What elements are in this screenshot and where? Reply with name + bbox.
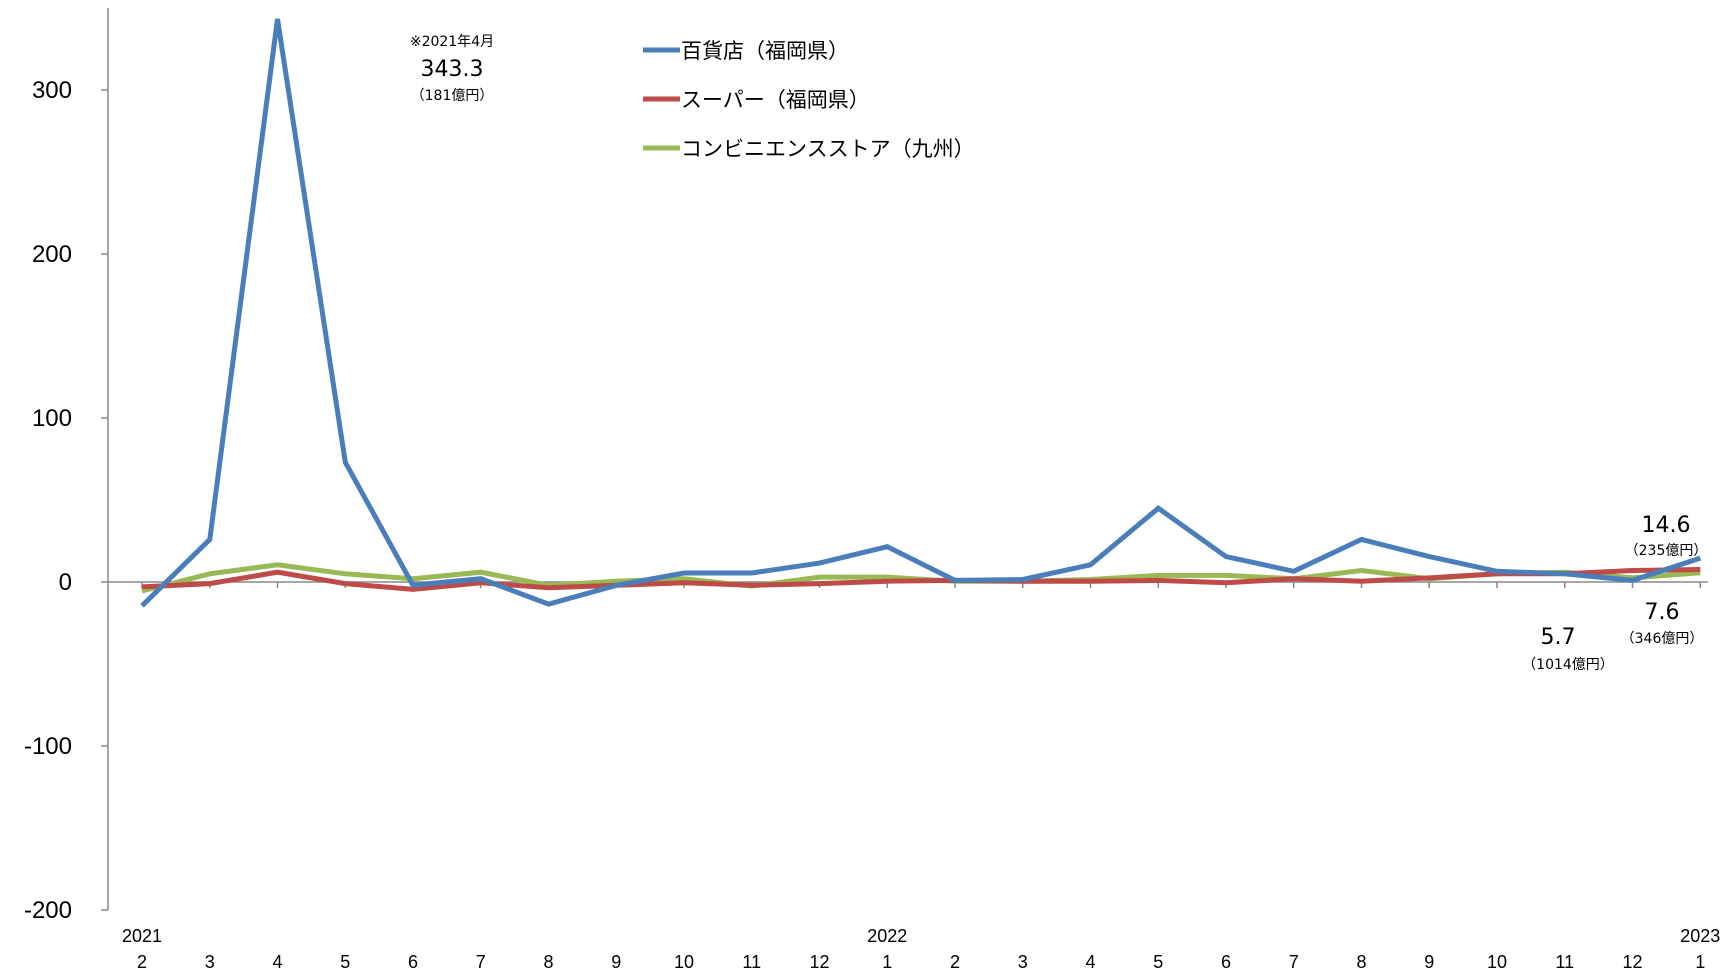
x-tick-label: 6 xyxy=(1221,952,1231,972)
annotation-amount: （181億円） xyxy=(411,88,494,104)
legend-label: 百貨店（福岡県） xyxy=(681,39,849,63)
y-tick-label: 0 xyxy=(59,569,72,596)
x-tick-label: 11 xyxy=(742,952,761,972)
x-tick-label: 12 xyxy=(809,952,829,972)
series-lines xyxy=(140,18,1702,608)
annotation-value: 343.3 xyxy=(421,57,484,82)
legend-label: スーパー（福岡県） xyxy=(681,88,870,112)
y-tick-label: 300 xyxy=(32,77,72,104)
legend: 百貨店（福岡県） スーパー（福岡県） コンビニエンスストア（九州） xyxy=(643,39,975,161)
x-tick-label: 4 xyxy=(1085,952,1095,972)
annotation-value: 7.6 xyxy=(1645,600,1680,625)
x-tick-label: 7 xyxy=(1289,952,1299,972)
x-tick-label: 3 xyxy=(205,952,215,972)
x-tick-label: 12 xyxy=(1622,952,1642,972)
x-tick-label: 1 xyxy=(882,952,892,972)
annotation-value: 14.6 xyxy=(1642,513,1691,538)
x-tick-label: 4 xyxy=(272,952,282,972)
series-line xyxy=(141,567,1701,592)
x-tick-label: 1 xyxy=(1695,952,1705,972)
x-year-label: 2023 xyxy=(1680,926,1720,946)
x-tick-label: 9 xyxy=(1424,952,1434,972)
x-tick-label: 2 xyxy=(137,952,147,972)
y-tick-label: -200 xyxy=(24,897,72,924)
y-tick-label: -100 xyxy=(24,733,72,760)
x-tick-label: 2 xyxy=(950,952,960,972)
annotation-amount: （346億円） xyxy=(1621,631,1704,647)
y-tick-label: 200 xyxy=(32,241,72,268)
annotations: ※2021年4月 343.3 （181億円） 14.6 （235億円） 7.6 （346億円… xyxy=(410,34,1708,673)
annotation-amount: （235億円） xyxy=(1625,543,1708,559)
y-axis-ticks: 300 200 100 0 -100 -200 xyxy=(24,77,108,924)
x-tick-label: 5 xyxy=(340,952,350,972)
annotation-value: 5.7 xyxy=(1541,625,1576,650)
series-line xyxy=(140,18,1702,608)
x-tick-label: 7 xyxy=(476,952,486,972)
x-tick-label: 8 xyxy=(1356,952,1366,972)
annotation-amount: （1014億円） xyxy=(1522,657,1614,673)
x-year-label: 2022 xyxy=(867,926,907,946)
x-tick-label: 8 xyxy=(543,952,553,972)
x-tick-label: 11 xyxy=(1555,952,1574,972)
x-tick-label: 5 xyxy=(1153,952,1163,972)
x-year-label: 2021 xyxy=(122,926,162,946)
y-tick-label: 100 xyxy=(32,405,72,432)
legend-label: コンビニエンスストア（九州） xyxy=(681,137,975,161)
x-tick-label: 6 xyxy=(408,952,418,972)
annotation-note: ※2021年4月 xyxy=(410,34,494,50)
x-tick-label: 10 xyxy=(674,952,694,972)
x-tick-label: 3 xyxy=(1018,952,1028,972)
x-tick-label: 9 xyxy=(611,952,621,972)
x-tick-label: 10 xyxy=(1487,952,1507,972)
